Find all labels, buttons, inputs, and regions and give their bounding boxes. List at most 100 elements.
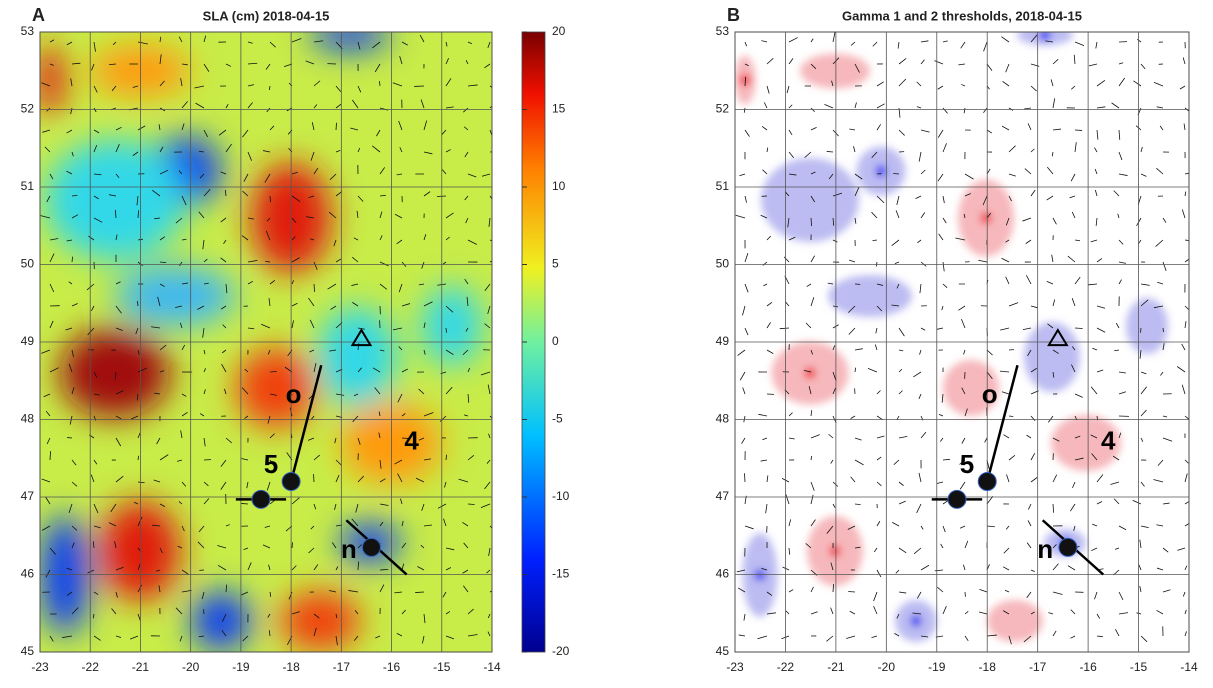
station-marker xyxy=(282,473,300,491)
y-tick-label: 47 xyxy=(21,489,35,503)
velocity-arrow xyxy=(744,473,745,482)
y-tick-label: 51 xyxy=(716,179,730,193)
velocity-arrow xyxy=(379,81,380,86)
x-tick-label: -15 xyxy=(433,660,451,674)
velocity-arrow xyxy=(1075,328,1083,329)
field-blob xyxy=(317,307,397,407)
x-tick-label: -16 xyxy=(383,660,401,674)
field-blob xyxy=(800,54,870,89)
field xyxy=(35,20,498,652)
x-tick-label: -17 xyxy=(1029,660,1047,674)
colorbar-tick-label: -10 xyxy=(552,489,570,503)
field-blob xyxy=(90,46,190,96)
colorbar-tick-label: -5 xyxy=(552,412,563,426)
x-tick-label: -23 xyxy=(726,660,744,674)
colorbar-tick-label: -15 xyxy=(552,567,570,581)
chart-title: Gamma 1 and 2 thresholds, 2018-04-15 xyxy=(842,8,1082,23)
x-tick-label: -22 xyxy=(82,660,100,674)
y-tick-label: 46 xyxy=(716,567,730,581)
velocity-arrow xyxy=(833,584,834,592)
y-tick-label: 45 xyxy=(716,644,730,658)
colorbar-tick-label: 5 xyxy=(552,257,559,271)
annotation: n xyxy=(1037,534,1053,564)
station-marker xyxy=(252,490,270,508)
y-tick-label: 47 xyxy=(716,489,730,503)
field-core xyxy=(830,546,840,556)
x-tick-label: -18 xyxy=(282,660,300,674)
colorbar-tick-label: 10 xyxy=(552,179,566,193)
y-tick-label: 52 xyxy=(716,102,730,116)
colorbar-tick-label: 20 xyxy=(552,24,566,38)
field-blob xyxy=(45,140,185,260)
y-tick-label: 52 xyxy=(21,102,35,116)
field-blob xyxy=(115,266,235,326)
x-tick-label: -20 xyxy=(878,660,896,674)
field xyxy=(735,25,1194,653)
x-tick-label: -16 xyxy=(1079,660,1097,674)
y-tick-label: 50 xyxy=(21,257,35,271)
y-tick-label: 53 xyxy=(21,24,35,38)
annotation: o xyxy=(982,379,998,409)
x-tick-label: -18 xyxy=(979,660,997,674)
field-blob xyxy=(761,158,859,242)
velocity-arrow xyxy=(50,451,51,460)
colorbar-tick-label: 15 xyxy=(552,102,566,116)
station-marker xyxy=(1059,538,1077,556)
x-tick-label: -15 xyxy=(1130,660,1148,674)
y-tick-label: 49 xyxy=(716,334,730,348)
field-blob xyxy=(987,600,1043,642)
x-tick-label: -21 xyxy=(827,660,845,674)
velocity-arrow xyxy=(336,123,337,130)
field-blob xyxy=(191,591,251,651)
velocity-arrow xyxy=(827,151,833,152)
x-tick-label: -23 xyxy=(31,660,49,674)
velocity-arrow xyxy=(270,371,277,372)
y-tick-label: 48 xyxy=(716,412,730,426)
x-tick-label: -14 xyxy=(1180,660,1198,674)
velocity-arrow xyxy=(292,542,293,548)
x-tick-label: -21 xyxy=(132,660,150,674)
station-marker xyxy=(362,538,380,556)
velocity-arrow xyxy=(811,218,812,226)
annotation: 4 xyxy=(404,426,419,456)
velocity-arrow xyxy=(446,328,447,333)
field-core xyxy=(805,368,815,378)
field-blob xyxy=(1024,322,1080,392)
x-tick-label: -17 xyxy=(333,660,351,674)
annotation: o xyxy=(286,379,302,409)
velocity-arrow xyxy=(265,261,270,262)
annotation: 5 xyxy=(264,449,278,479)
panel-letter: A xyxy=(32,5,45,25)
y-tick-label: 46 xyxy=(21,567,35,581)
field-blob xyxy=(310,20,390,50)
y-tick-label: 50 xyxy=(716,257,730,271)
station-marker xyxy=(948,490,966,508)
velocity-arrow xyxy=(415,592,424,593)
y-tick-label: 45 xyxy=(21,644,35,658)
colorbar-tick-label: -20 xyxy=(552,644,570,658)
field-core xyxy=(911,616,921,626)
x-tick-label: -19 xyxy=(928,660,946,674)
station-marker xyxy=(978,473,996,491)
x-tick-label: -22 xyxy=(777,660,795,674)
field-blob xyxy=(828,275,912,317)
y-tick-label: 53 xyxy=(716,24,730,38)
annotation: 4 xyxy=(1101,426,1116,456)
velocity-arrow xyxy=(241,503,248,504)
velocity-arrow xyxy=(1009,416,1013,417)
annotation: 5 xyxy=(960,449,974,479)
x-tick-label: -20 xyxy=(182,660,200,674)
velocity-arrow xyxy=(314,284,315,292)
panel-letter: B xyxy=(727,5,740,25)
field-blob xyxy=(280,591,360,651)
colorbar-tick-label: 0 xyxy=(552,334,559,348)
field-blob xyxy=(60,328,170,418)
field-core xyxy=(876,166,886,176)
annotation: n xyxy=(341,534,357,564)
field-core xyxy=(755,570,765,580)
y-tick-label: 51 xyxy=(21,179,35,193)
y-tick-label: 49 xyxy=(21,334,35,348)
chart-title: SLA (cm) 2018-04-15 xyxy=(203,8,330,23)
y-tick-label: 48 xyxy=(21,412,35,426)
